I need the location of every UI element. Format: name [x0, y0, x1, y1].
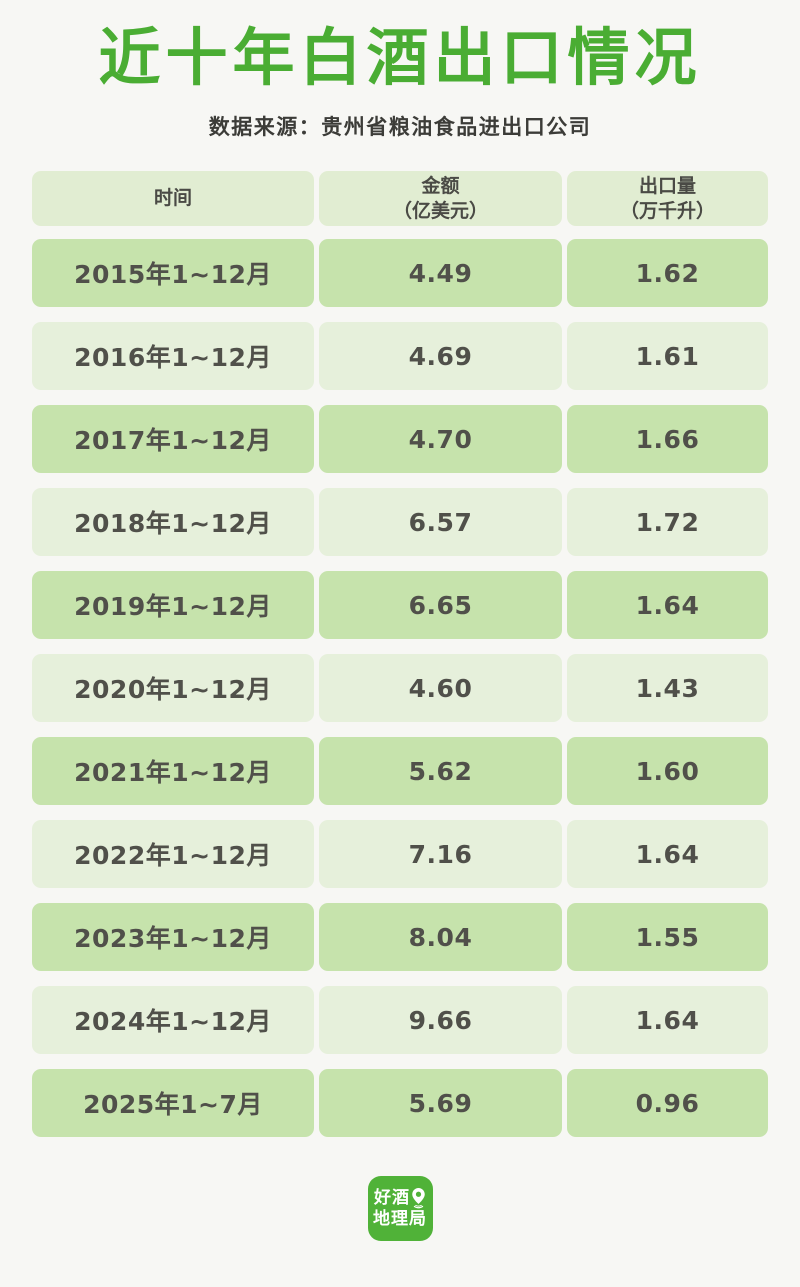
column-header-label: 金额	[421, 175, 460, 198]
data-source-note: 数据来源：贵州省粮油食品进出口公司	[208, 115, 592, 140]
cell-volume: 1.61	[567, 322, 768, 391]
cell-amount: 6.65	[319, 571, 562, 640]
cell-volume: 1.64	[567, 571, 768, 640]
table-header-row: 时间 金额 （亿美元） 出口量 （万千升）	[32, 171, 768, 227]
cell-amount: 6.57	[319, 488, 562, 557]
cell-volume: 1.72	[567, 488, 768, 557]
table-row: 2024年1~12月 9.66 1.64	[32, 986, 768, 1055]
cell-volume: 1.62	[567, 239, 768, 308]
brand-logo-text-line2: 地理局	[373, 1209, 427, 1230]
table-row: 2015年1~12月 4.49 1.62	[32, 239, 768, 308]
cell-period: 2017年1~12月	[32, 405, 314, 474]
cell-period: 2020年1~12月	[32, 654, 314, 723]
cell-volume: 0.96	[567, 1069, 768, 1138]
brand-logo-text-line1: 好酒	[374, 1187, 410, 1208]
cell-amount: 4.70	[319, 405, 562, 474]
table-row: 2022年1~12月 7.16 1.64	[32, 820, 768, 889]
cell-amount: 4.49	[319, 239, 562, 308]
cell-volume: 1.55	[567, 903, 768, 972]
table-row: 2017年1~12月 4.70 1.66	[32, 405, 768, 474]
cell-period: 2023年1~12月	[32, 903, 314, 972]
cell-period: 2016年1~12月	[32, 322, 314, 391]
cell-amount: 4.69	[319, 322, 562, 391]
table-body: 2015年1~12月 4.49 1.62 2016年1~12月 4.69 1.6…	[32, 239, 768, 1138]
cell-volume: 1.64	[567, 986, 768, 1055]
cell-volume: 1.64	[567, 820, 768, 889]
column-header-amount: 金额 （亿美元）	[319, 171, 562, 227]
cell-amount: 5.69	[319, 1069, 562, 1138]
table-row: 2025年1~7月 5.69 0.96	[32, 1069, 768, 1138]
cell-volume: 1.60	[567, 737, 768, 806]
page-title: 近十年白酒出口情况	[98, 21, 702, 94]
cell-amount: 4.60	[319, 654, 562, 723]
column-header-volume: 出口量 （万千升）	[567, 171, 768, 227]
location-pin-icon	[412, 1188, 425, 1209]
cell-volume: 1.43	[567, 654, 768, 723]
cell-amount: 5.62	[319, 737, 562, 806]
column-header-time: 时间	[32, 171, 314, 227]
table-row: 2016年1~12月 4.69 1.61	[32, 322, 768, 391]
cell-period: 2024年1~12月	[32, 986, 314, 1055]
table-row: 2023年1~12月 8.04 1.55	[32, 903, 768, 972]
cell-period: 2015年1~12月	[32, 239, 314, 308]
cell-period: 2018年1~12月	[32, 488, 314, 557]
export-data-table: 时间 金额 （亿美元） 出口量 （万千升） 2015年1~12月 4.49 1.…	[32, 171, 768, 1138]
table-row: 2019年1~12月 6.65 1.64	[32, 571, 768, 640]
cell-amount: 8.04	[319, 903, 562, 972]
cell-period: 2021年1~12月	[32, 737, 314, 806]
cell-period: 2022年1~12月	[32, 820, 314, 889]
column-header-unit: （亿美元）	[392, 199, 488, 222]
column-header-label: 出口量	[638, 175, 696, 198]
cell-period: 2019年1~12月	[32, 571, 314, 640]
cell-volume: 1.66	[567, 405, 768, 474]
brand-logo: 好酒 地理局	[367, 1176, 433, 1242]
column-header-label: 时间	[153, 187, 192, 210]
table-row: 2020年1~12月 4.60 1.43	[32, 654, 768, 723]
cell-amount: 7.16	[319, 820, 562, 889]
column-header-unit: （万千升）	[619, 199, 715, 222]
cell-period: 2025年1~7月	[32, 1069, 314, 1138]
table-row: 2018年1~12月 6.57 1.72	[32, 488, 768, 557]
table-row: 2021年1~12月 5.62 1.60	[32, 737, 768, 806]
cell-amount: 9.66	[319, 986, 562, 1055]
